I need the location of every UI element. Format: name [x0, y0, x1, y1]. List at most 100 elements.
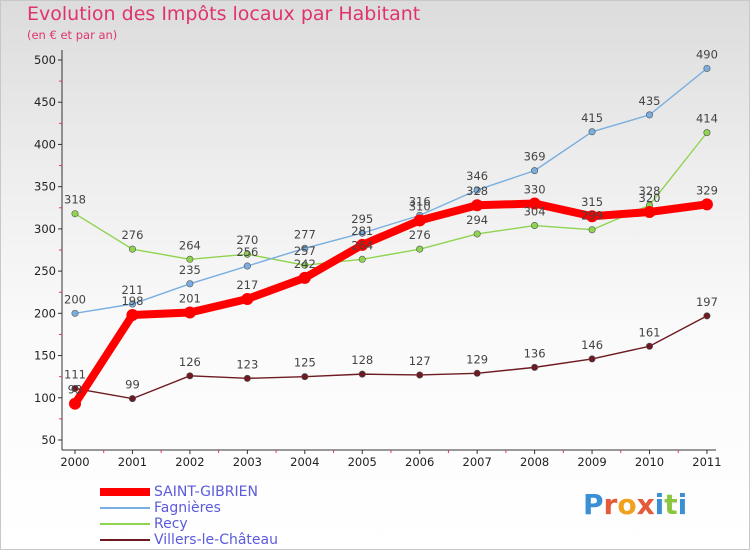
data-point-recy [71, 210, 79, 218]
data-point-saint-gibrien [126, 309, 139, 322]
series-line-fagnieres [74, 67, 708, 315]
data-point-saint-gibrien [298, 271, 311, 284]
x-tick-label: 2006 [405, 455, 434, 469]
data-label: 256 [236, 245, 258, 259]
data-point-recy [128, 245, 136, 253]
y-tick-label: 200 [34, 306, 56, 320]
data-label: 346 [466, 169, 488, 183]
data-point-saint-gibrien [183, 306, 196, 319]
data-point-villers-le-chateau [301, 373, 309, 381]
data-point-villers-le-chateau [531, 363, 539, 371]
data-label: 235 [179, 263, 201, 277]
data-label: 93 [68, 383, 83, 397]
data-label: 295 [351, 212, 373, 226]
y-tick-label: 500 [34, 53, 56, 67]
data-label: 201 [179, 291, 201, 305]
data-point-recy [473, 230, 481, 238]
data-label: 123 [236, 357, 258, 371]
data-point-recy [243, 250, 251, 258]
data-point-villers-le-chateau [416, 371, 424, 379]
data-point-fagnieres [531, 167, 539, 175]
data-point-recy [588, 226, 596, 234]
logo-letter: i [654, 488, 665, 521]
data-label: 127 [409, 354, 431, 368]
legend-swatch-recy [100, 523, 150, 525]
data-point-villers-le-chateau [186, 372, 194, 380]
data-point-villers-le-chateau [703, 312, 711, 320]
y-tick-label: 400 [34, 137, 56, 151]
data-label: 414 [696, 112, 718, 126]
data-label: 161 [639, 325, 661, 339]
data-label: 99 [125, 378, 140, 392]
data-label: 111 [64, 367, 86, 381]
data-label: 435 [639, 94, 661, 108]
data-point-villers-le-chateau [588, 355, 596, 363]
data-label: 328 [466, 184, 488, 198]
data-label: 369 [524, 150, 546, 164]
data-label: 270 [236, 233, 258, 247]
data-label: 146 [581, 338, 603, 352]
x-tick-label: 2002 [175, 455, 204, 469]
data-point-recy [301, 261, 309, 269]
y-tick-label: 350 [34, 180, 56, 194]
data-label: 294 [466, 213, 488, 227]
x-tick-label: 2011 [692, 455, 721, 469]
data-point-villers-le-chateau [358, 370, 366, 378]
axes: 50 100 150 200 250 300 350 400 450 500 2000 2001 200… [34, 50, 722, 469]
data-label: 128 [351, 353, 373, 367]
data-point-saint-gibrien [586, 210, 599, 223]
data-label: 264 [179, 238, 201, 252]
series-line-villers-le-chateau [74, 315, 708, 400]
data-label: 276 [409, 228, 431, 242]
data-point-fagnieres [358, 229, 366, 237]
legend-label: SAINT-GIBRIEN [154, 484, 258, 500]
value-labels: 111 99 126 123 125 128 127 129 136 146 161 197 318 27… [64, 47, 718, 396]
data-label: 197 [696, 295, 718, 309]
proxiti-logo: Proxiti [583, 488, 687, 521]
x-tick-label: 2001 [118, 455, 147, 469]
y-tick-label: 250 [34, 264, 56, 278]
data-label: 129 [466, 352, 488, 366]
data-point-saint-gibrien [69, 397, 81, 410]
data-label: 257 [294, 244, 316, 258]
data-label: 328 [639, 184, 661, 198]
data-label: 320 [639, 191, 661, 205]
logo-letter: t [664, 488, 678, 521]
data-label: 276 [121, 228, 143, 242]
data-point-villers-le-chateau [243, 374, 251, 382]
x-tick-label: 2010 [635, 455, 664, 469]
logo-letter: r [603, 488, 618, 521]
y-tick-label: 300 [34, 222, 56, 236]
data-point-saint-gibrien [356, 238, 369, 251]
data-label: 316 [409, 194, 431, 208]
data-point-recy [703, 129, 711, 137]
x-tick-label: 2005 [348, 455, 377, 469]
x-tick-label: 2004 [290, 455, 319, 469]
data-label: 304 [524, 205, 546, 219]
data-label: 415 [581, 111, 603, 125]
data-point-villers-le-chateau [645, 342, 653, 350]
data-point-recy [531, 222, 539, 230]
data-point-fagnieres [473, 186, 481, 194]
legend-label: Recy [154, 516, 188, 532]
data-point-saint-gibrien [700, 198, 713, 211]
x-tick-label: 2008 [520, 455, 549, 469]
logo-letter: x [636, 488, 655, 521]
data-label: 281 [351, 224, 373, 238]
legend-swatch-fagnieres [100, 507, 150, 509]
data-point-fagnieres [128, 300, 136, 308]
data-label: 198 [121, 294, 143, 308]
legend-label: Fagnières [154, 500, 221, 516]
legend-swatch-villers [100, 539, 150, 541]
legend-swatch-saint-gibrien [100, 488, 150, 496]
chart-subtitle: (en € et par an) [27, 28, 118, 42]
x-tick-label: 2000 [60, 455, 89, 469]
data-point-fagnieres [703, 64, 711, 72]
x-tick-label: 2007 [463, 455, 492, 469]
data-label: 217 [236, 278, 258, 292]
y-tick-label: 100 [34, 391, 56, 405]
data-label: 126 [179, 355, 201, 369]
data-label: 318 [64, 193, 86, 207]
data-point-villers-le-chateau [473, 369, 481, 377]
data-label: 329 [696, 183, 718, 197]
